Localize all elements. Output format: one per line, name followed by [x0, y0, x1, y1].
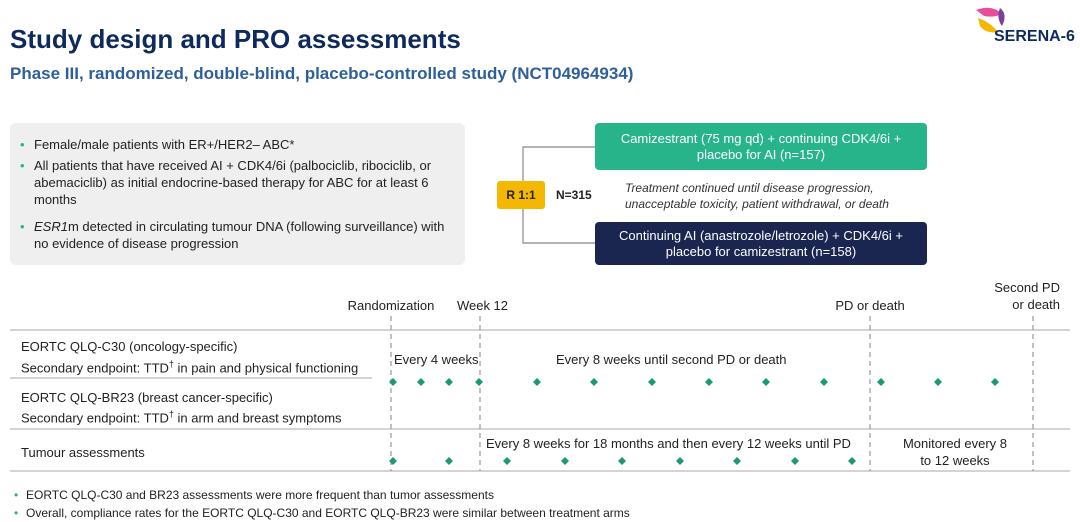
- randomization-box: R 1:1: [497, 181, 545, 209]
- assessment-marker: [445, 457, 453, 465]
- assessment-marker: [848, 457, 856, 465]
- assessment-marker: [561, 457, 569, 465]
- milestone-label: PD or death: [835, 298, 905, 313]
- bullet-text: m detected in circulating tumour DNA (fo…: [34, 219, 445, 251]
- assessment-marker: [762, 378, 770, 386]
- subtitle: Phase III, randomized, double-blind, pla…: [10, 64, 634, 83]
- footer-bullet: Overall, compliance rates for the EORTC …: [14, 506, 630, 520]
- assessment-marker: [533, 378, 541, 386]
- assessment-marker: [417, 378, 425, 386]
- row-label: EORTC QLQ-C30 (oncology-specific): [21, 339, 238, 354]
- assessment-marker: [791, 457, 799, 465]
- schedule-text: Every 8 weeks until second PD or death: [556, 352, 787, 367]
- schedule-text: Every 8 weeks for 18 months and then eve…: [486, 435, 851, 452]
- assessment-marker: [877, 378, 885, 386]
- row-endpoint: Secondary endpoint: TTD† in arm and brea…: [21, 406, 342, 426]
- logo-icon: [976, 7, 1005, 33]
- milestone-label: Randomization: [347, 298, 435, 313]
- eligibility-bullet: Female/male patients with ER+/HER2– ABC*: [20, 136, 454, 153]
- assessment-marker: [475, 378, 483, 386]
- footnote-mark: †: [168, 359, 174, 369]
- footnote-mark: †: [168, 409, 174, 419]
- italic-gene: ESR1: [34, 219, 68, 234]
- assessment-marker: [445, 378, 453, 386]
- row-label: Tumour assessments: [21, 445, 145, 460]
- assessment-marker: [934, 378, 942, 386]
- arm-box: Continuing AI (anastrozole/letrozole) + …: [595, 222, 927, 265]
- text: in pain and physical functioning: [173, 360, 359, 376]
- eligibility-bullet: ESR1m detected in circulating tumour DNA…: [20, 218, 454, 252]
- assessment-marker: [648, 378, 656, 386]
- arm-box: Camizestrant (75 mg qd) + continuing CDK…: [595, 123, 927, 170]
- logo-text: SERENA-6: [994, 28, 1075, 45]
- assessment-marker: [618, 457, 626, 465]
- footer-bullet: EORTC QLQ-C30 and BR23 assessments were …: [14, 488, 494, 502]
- schedule-text: Every 4 weeks: [394, 351, 479, 368]
- text: in arm and breast symptoms: [173, 410, 342, 426]
- row-label: EORTC QLQ-BR23 (breast cancer-specific): [21, 390, 273, 405]
- assessment-marker: [991, 378, 999, 386]
- title: Study design and PRO assessments: [10, 24, 461, 54]
- milestone-label: Second PD or death: [994, 280, 1060, 312]
- assessment-marker: [733, 457, 741, 465]
- assessment-marker: [705, 378, 713, 386]
- sample-size: N=315: [556, 188, 592, 202]
- assessment-marker: [503, 457, 511, 465]
- row-endpoint: Secondary endpoint: TTD† in pain and phy…: [21, 356, 358, 376]
- text: Secondary endpoint: TTD: [21, 410, 169, 426]
- assessment-marker: [590, 378, 598, 386]
- eligibility-bullet: All patients that have received AI + CDK…: [20, 157, 454, 208]
- text: Secondary endpoint: TTD: [21, 360, 169, 376]
- milestone-label: Week 12: [456, 298, 509, 313]
- assessment-marker: [676, 457, 684, 465]
- schedule-text: Monitored every 8 to 12 weeks: [902, 436, 1008, 468]
- assessment-marker: [389, 457, 397, 465]
- treatment-note: Treatment continued until disease progre…: [625, 181, 889, 211]
- assessment-marker: [820, 378, 828, 386]
- assessment-marker: [389, 378, 397, 386]
